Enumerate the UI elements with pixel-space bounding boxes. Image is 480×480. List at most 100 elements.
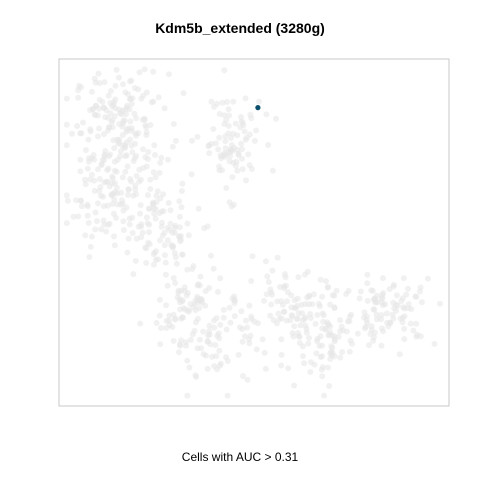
- background-cell-point: [170, 275, 177, 281]
- background-cell-point: [166, 227, 173, 233]
- background-cell-point: [95, 200, 101, 207]
- background-cell-point: [297, 322, 304, 329]
- background-cell-point: [216, 111, 223, 117]
- background-cell-point: [243, 317, 249, 324]
- background-cell-point: [256, 98, 262, 105]
- background-cell-point: [113, 66, 120, 73]
- background-cell-point: [220, 306, 227, 313]
- background-cell-point: [156, 169, 163, 176]
- background-cell-point: [116, 139, 123, 146]
- plot-frame: [58, 58, 450, 407]
- background-cell-point: [380, 275, 386, 282]
- chart-caption: Cells with AUC > 0.31: [181, 450, 299, 464]
- background-cell-point: [354, 330, 361, 337]
- background-cell-point: [244, 376, 251, 383]
- background-cell-point: [301, 360, 308, 367]
- background-cell-point: [137, 210, 143, 217]
- background-cell-point: [222, 133, 229, 140]
- background-cell-point: [228, 142, 235, 148]
- background-cell-point: [232, 120, 239, 127]
- background-cell-point: [69, 130, 75, 137]
- background-cell-point: [119, 174, 126, 181]
- background-cell-point: [288, 304, 295, 311]
- background-cell-point: [184, 392, 191, 399]
- background-cell-point: [93, 102, 99, 109]
- background-cell-point: [172, 137, 179, 144]
- background-cell-point: [122, 153, 129, 160]
- background-cell-point: [208, 252, 214, 259]
- background-cell-point: [281, 271, 288, 278]
- background-cell-point: [169, 324, 176, 330]
- background-cell-point: [85, 155, 92, 162]
- background-cell-point: [144, 192, 151, 199]
- background-cell-point: [109, 201, 116, 207]
- background-cell-point: [325, 364, 331, 371]
- background-cell-point: [123, 111, 129, 117]
- background-cell-point: [160, 208, 167, 215]
- background-cell-point: [285, 365, 292, 372]
- background-cell-point: [63, 192, 70, 199]
- background-cell-point: [179, 297, 186, 304]
- background-cell-point: [234, 167, 241, 174]
- background-cell-point: [278, 351, 285, 358]
- background-cell-point: [156, 296, 163, 303]
- background-cell-point: [370, 337, 377, 344]
- background-cell-point: [85, 136, 92, 143]
- background-cell-point: [200, 328, 207, 335]
- background-cell-point: [129, 149, 136, 156]
- background-cell-point: [132, 140, 139, 147]
- background-cell-point: [373, 311, 380, 318]
- background-cell-point: [216, 167, 223, 174]
- background-cell-point: [152, 256, 159, 263]
- background-cell-point: [108, 119, 115, 126]
- background-cell-point: [378, 342, 385, 349]
- background-cell-point: [176, 213, 183, 220]
- background-cell-point: [431, 340, 438, 347]
- background-cell-point: [70, 213, 77, 220]
- background-cell-point: [106, 124, 113, 131]
- background-cell-point: [130, 271, 137, 278]
- background-cell-point: [141, 66, 148, 73]
- background-cell-point: [239, 326, 246, 332]
- background-cell-point: [216, 335, 223, 342]
- background-cell-point: [243, 177, 249, 184]
- background-cell-point: [111, 233, 117, 240]
- background-cell-point: [396, 351, 403, 358]
- background-cell-point: [196, 305, 203, 312]
- background-cell-point: [122, 168, 129, 175]
- background-cell-point: [142, 244, 149, 251]
- background-cell-point: [331, 353, 338, 360]
- highlighted-cells: [255, 105, 261, 111]
- background-cell-point: [265, 279, 272, 285]
- background-cell-point: [168, 241, 175, 248]
- background-cell-point: [210, 265, 217, 272]
- background-cell-point: [349, 340, 355, 347]
- background-cell-point: [253, 127, 260, 134]
- background-cell-point: [161, 242, 168, 249]
- background-cell-point: [248, 278, 255, 284]
- background-cell-point: [63, 121, 70, 128]
- background-cell-point: [401, 325, 408, 332]
- background-cell-point: [157, 341, 164, 348]
- background-cell-point: [235, 351, 242, 358]
- background-cell-point: [147, 122, 154, 128]
- background-cell-point: [172, 254, 179, 261]
- background-cell-point: [120, 218, 127, 225]
- background-cell-point: [186, 364, 193, 371]
- background-cell-point: [146, 205, 153, 212]
- background-cell-point: [86, 254, 93, 260]
- background-cell-point: [161, 105, 168, 112]
- background-cell-point: [214, 100, 220, 107]
- background-cell-point: [150, 68, 157, 75]
- background-cell-point: [302, 322, 309, 329]
- background-cell-point: [111, 167, 118, 174]
- background-cell-point: [99, 98, 106, 105]
- background-cell-point: [63, 142, 70, 149]
- background-cell-point: [327, 323, 334, 330]
- background-cell-point: [135, 86, 142, 93]
- background-cell-point: [119, 107, 126, 114]
- background-cell-point: [295, 274, 302, 281]
- background-cell-point: [215, 146, 222, 153]
- background-cell-point: [328, 343, 335, 350]
- background-cell-point: [327, 356, 334, 362]
